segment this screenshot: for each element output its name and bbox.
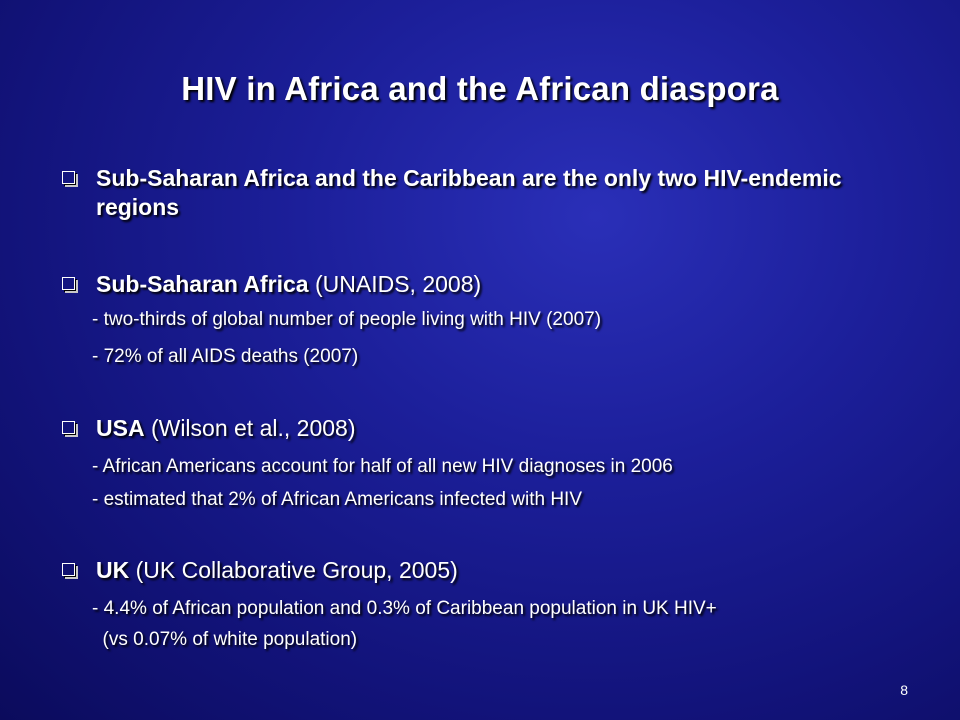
detail-line: - two-thirds of global number of people … xyxy=(92,309,602,330)
detail-line: (vs 0.07% of white population) xyxy=(92,629,358,650)
bullet-heading: Sub-Saharan Africa and the Caribbean are… xyxy=(96,165,842,220)
bullet-item-usa: USA (Wilson et al., 2008) xyxy=(60,414,920,443)
bullet-citation: (UK Collaborative Group, 2005) xyxy=(129,557,458,583)
checkbox-bullet-icon xyxy=(62,171,78,187)
slide-title: HIV in Africa and the African diaspora xyxy=(181,70,779,107)
bullet-item-uk: UK (UK Collaborative Group, 2005) xyxy=(60,556,920,585)
detail-line: - 4.4% of African population and 0.3% of… xyxy=(92,598,717,619)
bullet-item-sub-saharan-africa: Sub-Saharan Africa (UNAIDS, 2008) xyxy=(60,270,920,299)
detail-line: - estimated that 2% of African Americans… xyxy=(92,489,583,510)
bullet-citation: (Wilson et al., 2008) xyxy=(144,415,356,441)
page-number: 8 xyxy=(900,682,908,698)
bullet-citation: (UNAIDS, 2008) xyxy=(308,271,482,297)
detail-line: - African Americans account for half of … xyxy=(92,456,673,477)
bullet-item-endemic-regions: Sub-Saharan Africa and the Caribbean are… xyxy=(60,164,920,222)
checkbox-bullet-icon xyxy=(62,421,78,437)
bullet-heading: UK xyxy=(96,557,130,583)
detail-line: - 72% of all AIDS deaths (2007) xyxy=(92,346,359,367)
checkbox-bullet-icon xyxy=(62,277,78,293)
bullet-heading: USA xyxy=(96,415,145,441)
bullet-heading: Sub-Saharan Africa xyxy=(96,271,309,297)
checkbox-bullet-icon xyxy=(62,563,78,579)
